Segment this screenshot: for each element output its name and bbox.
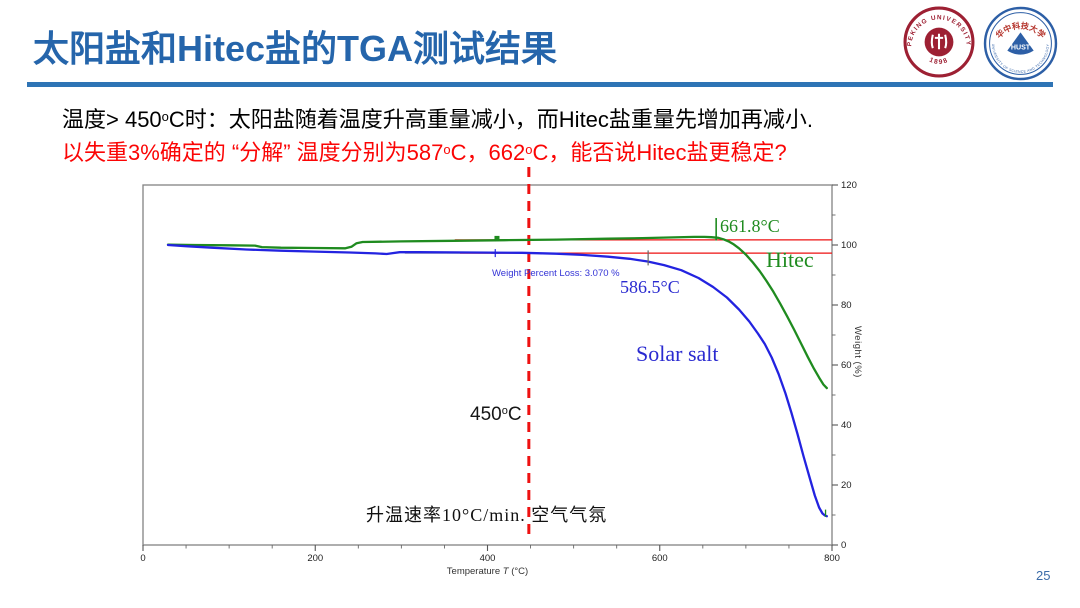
page-number: 25: [1036, 568, 1051, 583]
intro-line-1: 温度> 450oC时：太阳盐随着温度升高重量减小，而Hitec盐重量先增加再减小…: [62, 107, 814, 132]
hitec-curve: [166, 235, 828, 390]
test-condition-label: 升温速率10°C/min. 空气气氛: [366, 505, 608, 525]
solar-salt-curve: [166, 243, 828, 518]
pku-year-text: 1898: [928, 57, 948, 66]
solar-salt-decomposition-temp-label: 586.5°C: [620, 277, 680, 297]
title-underline-rule: [27, 82, 1053, 87]
y-tick-label: 0: [841, 540, 846, 551]
x-tick-label: 0: [140, 553, 145, 564]
solar-salt-curve-label: Solar salt: [636, 341, 719, 366]
plot-frame: [142, 184, 833, 546]
peking-university-seal-icon: PEKING UNIVERSITY 1898: [903, 6, 975, 78]
y-axis-title: Weight (%): [852, 326, 863, 378]
x-tick-label: 600: [652, 553, 668, 564]
weight-loss-annotation: Weight Percent Loss: 3.070 %: [492, 268, 620, 279]
hust-center-text: HUST: [1011, 44, 1031, 52]
intro-line-2-question: 以失重3%确定的 “分解” 温度分别为587oC，662oC，能否说Hitec盐…: [62, 140, 787, 165]
x-axis-title: Temperature T (°C): [446, 566, 529, 577]
hitec-decomposition-temp-label: 661.8°C: [720, 216, 780, 236]
hust-emblem-icon: 华中科技大学 UNIVERSITY OF SCIENCE AND TECHNOL…: [983, 6, 1058, 81]
hitec-start-marker: [494, 235, 500, 241]
svg-text:1898: 1898: [928, 57, 950, 66]
x-tick-label: 800: [824, 553, 840, 564]
hitec-curve-label: Hitec: [766, 247, 814, 272]
slide-title: 太阳盐和Hitec盐的TGA测试结果: [33, 28, 558, 69]
y-tick-label: 40: [841, 420, 852, 431]
y-tick-label: 20: [841, 480, 852, 491]
y-tick-label: 120: [841, 180, 857, 191]
x-tick-label: 200: [307, 553, 323, 564]
intro-text-block: 温度> 450oC时：太阳盐随着温度升高重量减小，而Hitec盐重量先增加再减小…: [62, 102, 1052, 168]
y-tick-label: 60: [841, 360, 852, 371]
y-tick-label: 80: [841, 300, 852, 311]
y-tick-label: 100: [841, 240, 857, 251]
450c-dashed-line-label: 450oC: [470, 404, 522, 425]
x-tick-label: 400: [480, 553, 496, 564]
